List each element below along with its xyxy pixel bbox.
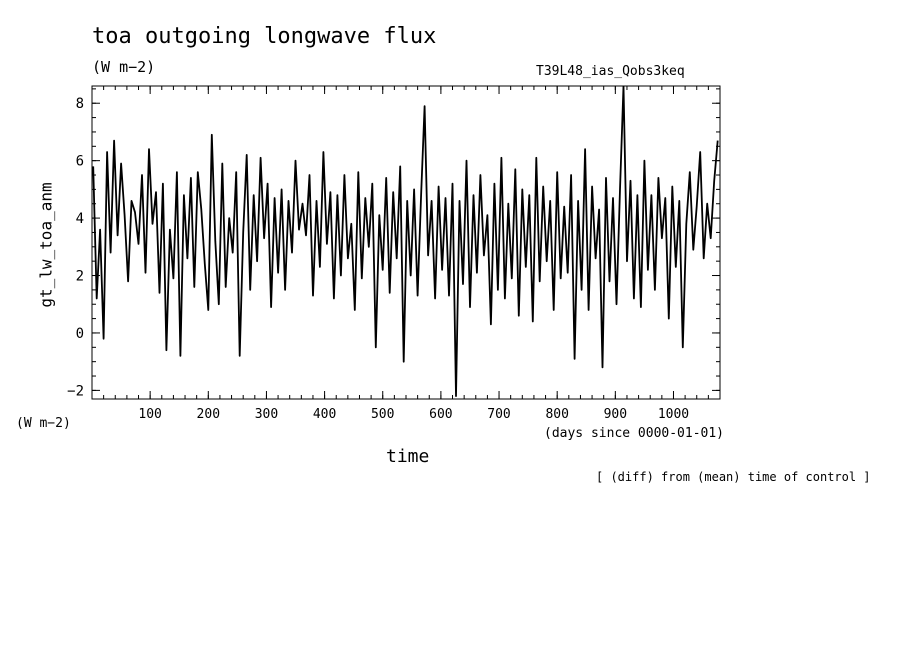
x-tick-label: 900 (604, 407, 627, 422)
y-axis-units: (W m−2) (16, 416, 71, 431)
y-tick-label: 8 (76, 96, 84, 112)
series-line (92, 86, 719, 398)
y-tick-label: 0 (76, 326, 84, 342)
x-tick-label: 600 (429, 407, 452, 422)
x-axis-units: (days since 0000-01-01) (544, 426, 725, 441)
y-tick-label: 4 (76, 211, 84, 227)
diff-note: [ (diff) from (mean) time of control ] (596, 470, 871, 484)
x-tick-label: 100 (138, 407, 161, 422)
x-tick-label: 500 (371, 407, 394, 422)
x-tick-label: 400 (313, 407, 336, 422)
x-tick-label: 300 (255, 407, 278, 422)
y-tick-label: −2 (67, 383, 84, 399)
chart-title: toa outgoing longwave flux (92, 24, 437, 49)
x-tick-label: 800 (545, 407, 568, 422)
chart-units: (W m−2) (92, 58, 156, 76)
run-name: T39L48_ias_Qobs3keq (536, 64, 685, 79)
y-tick-label: 2 (76, 269, 84, 285)
x-tick-label: 1000 (658, 407, 689, 422)
x-tick-label: 200 (197, 407, 220, 422)
x-tick-label: 700 (487, 407, 510, 422)
x-axis-label: time (386, 446, 430, 467)
y-tick-label: 6 (76, 154, 84, 170)
